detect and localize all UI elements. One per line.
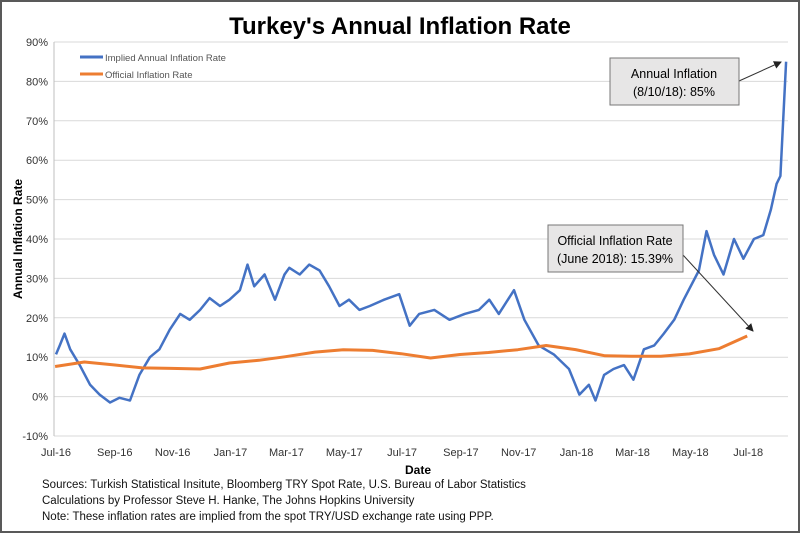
legend-label-official: Official Inflation Rate <box>105 70 192 81</box>
x-tick-label: May-17 <box>326 447 363 459</box>
y-tick-label: 0% <box>32 392 48 404</box>
y-tick-label: 50% <box>26 195 48 207</box>
y-axis-label: Annual Inflation Rate <box>11 179 25 299</box>
x-tick-label: Jul-17 <box>387 447 417 459</box>
y-tick-labels: -10% 0% 10% 20% 30% 40% 50% 60% 70% 80% 90% <box>22 37 48 443</box>
y-tick-label: 40% <box>26 234 48 246</box>
annotation-text: (8/10/18): 85% <box>633 85 715 99</box>
series-lines <box>54 61 788 404</box>
y-tick-label: 20% <box>26 313 48 325</box>
legend-label-implied: Implied Annual Inflation Rate <box>105 53 226 64</box>
x-tick-label: Nov-17 <box>501 447 536 459</box>
x-tick-label: Sep-17 <box>443 447 478 459</box>
x-tick-label: May-18 <box>672 447 709 459</box>
x-tick-label: Nov-16 <box>155 447 190 459</box>
y-tick-label: -10% <box>22 431 48 443</box>
x-tick-label: Mar-18 <box>615 447 650 459</box>
legend: Implied Annual Inflation Rate Official I… <box>80 53 226 81</box>
y-tick-label: 10% <box>26 352 48 364</box>
series-line-implied <box>54 61 788 404</box>
annotation-arrow <box>738 61 782 82</box>
calculation-note: Calculations by Professor Steve H. Hanke… <box>42 495 415 507</box>
annotation-box <box>547 224 684 273</box>
y-tick-label: 90% <box>26 37 48 49</box>
x-tick-label: Jan-18 <box>560 447 594 459</box>
annotation-text: Official Inflation Rate <box>557 234 672 248</box>
x-axis-label: Date <box>405 463 431 477</box>
x-tick-label: Jan-17 <box>214 447 248 459</box>
y-tick-label: 60% <box>26 155 48 167</box>
source-note: Sources: Turkish Statistical Insitute, B… <box>42 479 526 491</box>
annotation-official-inflation: Official Inflation Rate (June 2018): 15.… <box>547 224 754 332</box>
annotation-arrow <box>682 254 754 332</box>
annotation-annual-inflation: Annual Inflation (8/10/18): 85% <box>609 57 782 106</box>
y-tick-label: 80% <box>26 76 48 88</box>
method-note: Note: These inflation rates are implied … <box>42 511 494 523</box>
annotation-text: (June 2018): 15.39% <box>557 252 673 266</box>
x-tick-labels: Jul-16 Sep-16 Nov-16 Jan-17 Mar-17 May-17 Jul-… <box>41 447 763 459</box>
y-tick-label: 30% <box>26 273 48 285</box>
annotation-box <box>609 57 740 106</box>
x-tick-label: Sep-16 <box>97 447 132 459</box>
y-tick-label: 70% <box>26 116 48 128</box>
chart-title: Turkey's Annual Inflation Rate <box>229 13 571 40</box>
x-tick-label: Jul-16 <box>41 447 71 459</box>
x-tick-label: Mar-17 <box>269 447 304 459</box>
series-line-official <box>54 334 748 371</box>
annotation-text: Annual Inflation <box>631 67 717 81</box>
x-tick-label: Jul-18 <box>733 447 763 459</box>
